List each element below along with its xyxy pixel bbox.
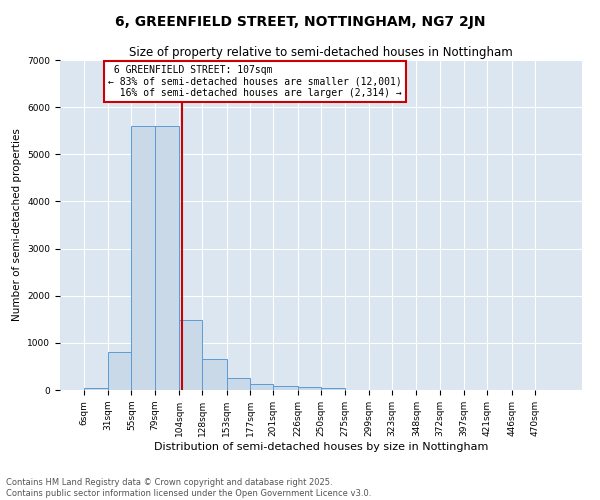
X-axis label: Distribution of semi-detached houses by size in Nottingham: Distribution of semi-detached houses by … [154,442,488,452]
Bar [321,388,346,390]
Y-axis label: Number of semi-detached properties: Number of semi-detached properties [12,128,22,322]
Bar [274,386,298,390]
Bar [108,352,131,390]
Text: 6 GREENFIELD STREET: 107sqm
← 83% of semi-detached houses are smaller (12,001)
 : 6 GREENFIELD STREET: 107sqm ← 83% of sem… [108,64,402,98]
Bar [84,388,108,390]
Bar [202,360,227,390]
Bar [227,378,250,390]
Bar [179,320,202,390]
Bar [250,384,274,390]
Bar [155,126,179,390]
Bar [298,388,321,390]
Bar [131,126,155,390]
Text: Contains HM Land Registry data © Crown copyright and database right 2025.
Contai: Contains HM Land Registry data © Crown c… [6,478,371,498]
Title: Size of property relative to semi-detached houses in Nottingham: Size of property relative to semi-detach… [129,46,513,59]
Text: 6, GREENFIELD STREET, NOTTINGHAM, NG7 2JN: 6, GREENFIELD STREET, NOTTINGHAM, NG7 2J… [115,15,485,29]
